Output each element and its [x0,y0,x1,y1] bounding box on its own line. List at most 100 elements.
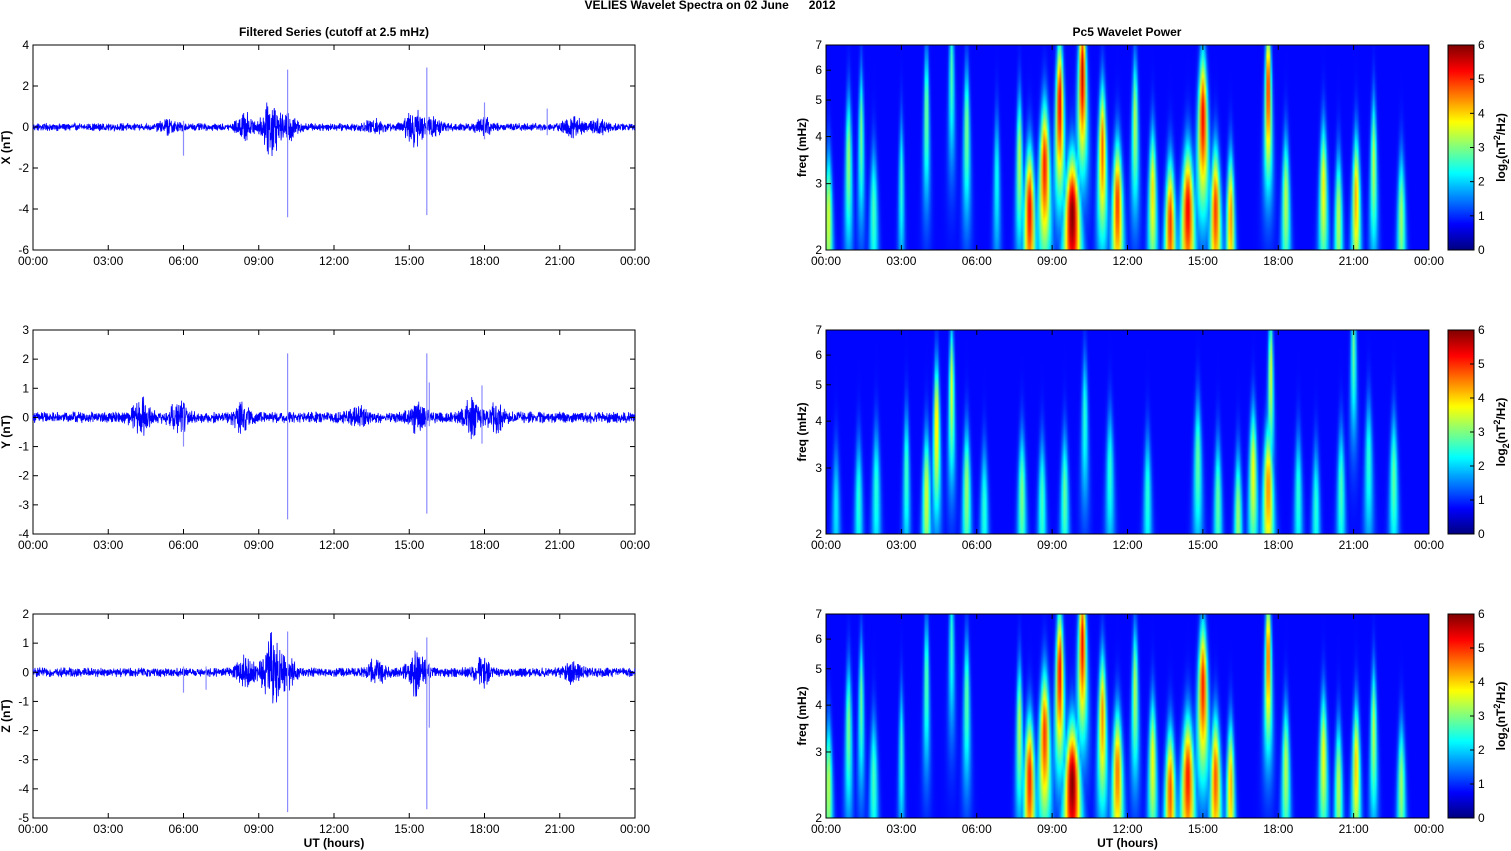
x-tick-label: 15:00 [394,254,424,268]
x-tick-label: 09:00 [1037,254,1067,268]
y-tick-label: 3 [815,177,822,191]
wavelet-power-image [826,45,1429,250]
left-column-title: Filtered Series (cutoff at 2.5 mHz) [239,25,429,39]
y-tick-label: 4 [22,38,29,52]
colorbar-tick-label: 6 [1478,607,1485,621]
plot-area [32,44,636,251]
x-tick-label: 03:00 [886,822,916,836]
x-tick-label: 12:00 [1112,822,1142,836]
colorbar-label: log2(nT2/Hz) [1492,113,1511,182]
series-panel-z: -5 -4 -3 -2 -1 0 1 2 00:00 03:00 06:00 09:00 12:00 15… [0,607,650,850]
colorbar-tick-label: 6 [1478,38,1485,52]
x-tick-label: 12:00 [319,822,349,836]
colorbar-tick-label: 4 [1478,675,1485,689]
colorbar-tick-label: 3 [1478,425,1485,439]
y-tick-label: 4 [815,130,822,144]
y-tick-label: 6 [815,632,822,646]
x-tick-label: 00:00 [620,254,650,268]
x-tick-label: 06:00 [168,822,198,836]
y-tick-label: 6 [815,63,822,77]
x-tick-label: 00:00 [620,822,650,836]
x-tick-label: 00:00 [811,254,841,268]
y-tick-label: 2 [22,607,29,621]
y-tick-label: 2 [815,243,822,257]
colorbar-tick-label: 5 [1478,357,1485,371]
x-tick-label: 06:00 [962,822,992,836]
y-tick-label: 7 [815,38,822,52]
y-tick-label: 3 [22,323,29,337]
x-tick-label: 00:00 [1414,254,1444,268]
x-tick-label: 15:00 [394,822,424,836]
x-tick-label: 18:00 [469,822,499,836]
x-tick-label: 18:00 [469,538,499,552]
x-tick-label: 00:00 [18,822,48,836]
plot-area [32,329,636,535]
figure-suptitle: VELIES Wavelet Spectra on 02 June 2012 [585,0,836,12]
colorbar-tick-label: 1 [1478,209,1485,223]
x-tick-label: 18:00 [1263,254,1293,268]
colorbar-tick-label: 4 [1478,106,1485,120]
series-panel-y: -4 -3 -2 -1 0 1 2 3 00:00 03:00 06:00 09:00 12:00 15:… [0,323,650,552]
y-tick-label: -4 [18,202,29,216]
x-tick-label: 06:00 [168,538,198,552]
y-tick-label: -6 [18,243,29,257]
x-tick-label: 12:00 [319,538,349,552]
x-axis-label: UT (hours) [1097,836,1158,850]
wavelet-panel-y: 2 3 4 5 6 7 00:00 03:00 06:00 09:00 12:00 15:00 18:0… [795,323,1511,552]
x-tick-label: 21:00 [1339,254,1369,268]
x-tick-label: 21:00 [1339,538,1369,552]
series-panel-x: -6 -4 -2 0 2 4 00:00 03:00 06:00 09:00 12:00 15:00 1… [0,38,650,268]
y-tick-label: -2 [18,724,29,738]
x-tick-label: 00:00 [1414,538,1444,552]
colorbar-tick-label: 1 [1478,777,1485,791]
y-tick-label: 3 [815,461,822,475]
y-tick-label: 2 [815,811,822,825]
wavelet-power-image [826,614,1429,818]
y-tick-label: 3 [815,745,822,759]
y-tick-label: -2 [18,469,29,483]
x-tick-label: 06:00 [168,254,198,268]
x-tick-label: 03:00 [93,822,123,836]
x-tick-label: 06:00 [962,254,992,268]
colorbar-tick-label: 1 [1478,493,1485,507]
colorbar [1448,45,1474,250]
colorbar-tick-label: 2 [1478,459,1485,473]
colorbar-tick-label: 0 [1478,811,1485,825]
x-tick-label: 00:00 [18,538,48,552]
y-tick-label: -5 [18,811,29,825]
x-axis-label: UT (hours) [304,836,365,850]
wavelet-panel-z: 2 3 4 5 6 7 00:00 03:00 06:00 09:00 12:00 15:00 18:0… [795,607,1511,850]
y-tick-label: -3 [18,498,29,512]
x-tick-label: 12:00 [319,254,349,268]
x-tick-label: 03:00 [93,254,123,268]
y-tick-label: -4 [18,527,29,541]
colorbar-tick-label: 0 [1478,243,1485,257]
y-axis-label: Z (nT) [0,699,13,732]
y-tick-label: 0 [22,665,29,679]
x-tick-label: 15:00 [1188,254,1218,268]
colorbar [1448,330,1474,534]
x-tick-label: 09:00 [1037,538,1067,552]
colorbar-tick-label: 4 [1478,391,1485,405]
x-tick-label: 00:00 [1414,822,1444,836]
x-tick-label: 03:00 [886,254,916,268]
colorbar-tick-label: 0 [1478,527,1485,541]
y-tick-label: 4 [815,698,822,712]
wavelet-power-image [826,330,1429,534]
x-tick-label: 15:00 [1188,822,1218,836]
x-tick-label: 15:00 [394,538,424,552]
colorbar-tick-label: 5 [1478,641,1485,655]
y-tick-label: -4 [18,782,29,796]
series-trace-x [32,102,636,157]
y-tick-label: 7 [815,323,822,337]
panels: -6 -4 -2 0 2 4 00:00 03:00 06:00 09:00 12:00 15:00 1… [0,38,1511,850]
x-tick-label: 15:00 [1188,538,1218,552]
x-tick-label: 00:00 [18,254,48,268]
y-tick-label: 5 [815,662,822,676]
colorbar-tick-label: 2 [1478,175,1485,189]
x-tick-label: 21:00 [545,538,575,552]
y-axis-label: Y (nT) [0,415,13,449]
x-tick-label: 09:00 [244,538,274,552]
colorbar-tick-label: 3 [1478,709,1485,723]
